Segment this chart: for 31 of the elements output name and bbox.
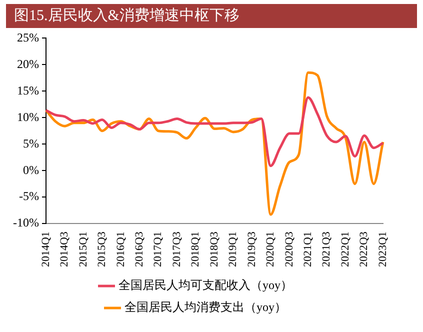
y-tick-label: -10% [12,216,39,230]
x-tick-label: 2014Q1 [40,232,52,268]
y-tick-label: 10% [16,110,39,124]
y-tick-label: 0% [22,162,39,177]
line-series [44,96,384,168]
x-tick-label: 2017Q3 [170,231,183,268]
y-tick-label: 20% [16,56,39,71]
x-tick-label: 2019Q3 [246,231,258,268]
x-tick-label: 2014Q3 [58,231,71,268]
x-tick-label: 2023Q1 [376,232,389,268]
y-tick-label: 5% [22,136,39,150]
x-tick-label: 2016Q1 [114,232,127,268]
x-tick-label: 2015Q1 [77,232,90,268]
x-tick-label: 2020Q3 [283,231,296,268]
x-tick-label: 2018Q1 [190,232,202,268]
x-tick-label: 2016Q3 [133,231,146,268]
x-tick-label: 2022Q1 [339,232,352,268]
y-tick-label: 15% [16,83,39,98]
legend-label: 全国居民人均消费支出（yoy） [124,300,286,314]
x-tick-label: 2020Q1 [264,232,277,268]
chart-title: 图15.居民收入&消费增速中枢下移 [6,4,417,28]
y-tick-label: 25% [16,30,39,44]
x-tick-label: 2019Q1 [227,232,240,268]
y-tick-label: -5% [18,189,39,204]
x-tick-label: 2021Q1 [302,232,314,268]
x-tick-label: 2021Q3 [320,231,333,268]
x-tick-label: 2017Q1 [152,232,164,268]
legend-label: 全国居民人均可支配收入（yoy） [118,278,292,292]
x-tick-label: 2015Q3 [96,231,108,268]
x-tick-label: 2022Q3 [358,231,370,268]
x-tick-label: 2018Q3 [208,231,220,268]
